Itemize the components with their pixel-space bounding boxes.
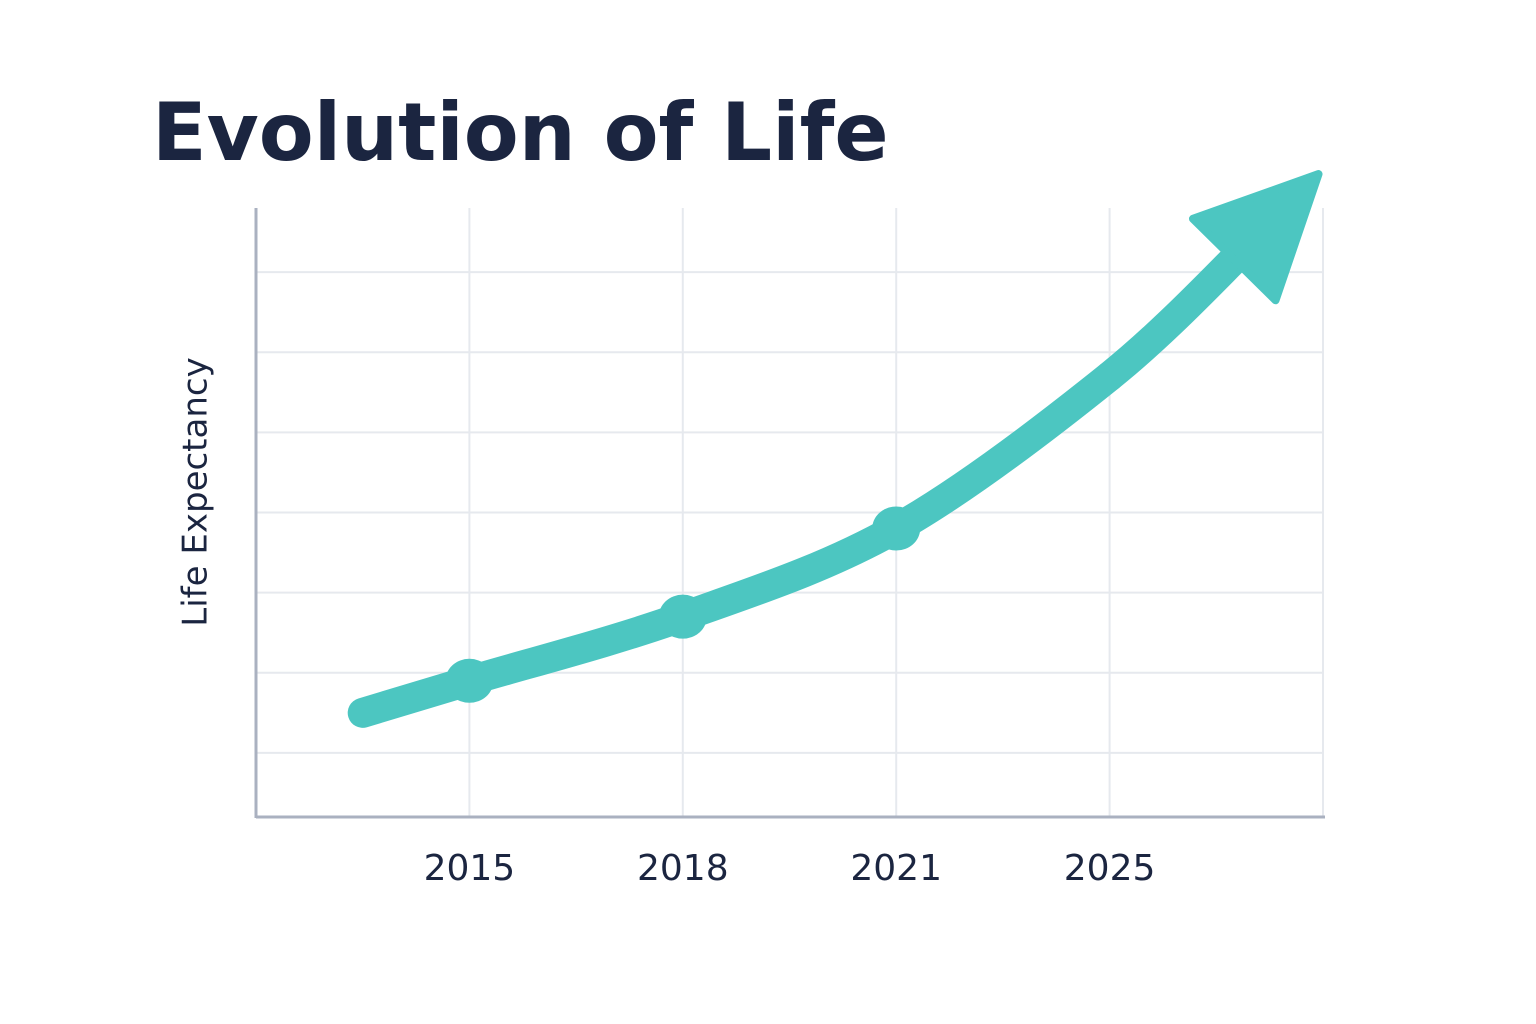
chart-title: Evolution of Life (152, 86, 889, 179)
x-tick-label: 2015 (424, 848, 516, 889)
line-head (1094, 230, 1264, 392)
arrow-head (1188, 170, 1323, 305)
data-point (445, 658, 494, 703)
y-axis-label: Life Expectancy (176, 357, 216, 626)
x-tick-label: 2025 (1064, 848, 1156, 889)
x-tick-label: 2018 (637, 848, 729, 889)
data-point (872, 506, 921, 551)
x-tick-label: 2021 (850, 848, 942, 889)
data-point (658, 594, 707, 639)
data-line (454, 361, 1125, 696)
